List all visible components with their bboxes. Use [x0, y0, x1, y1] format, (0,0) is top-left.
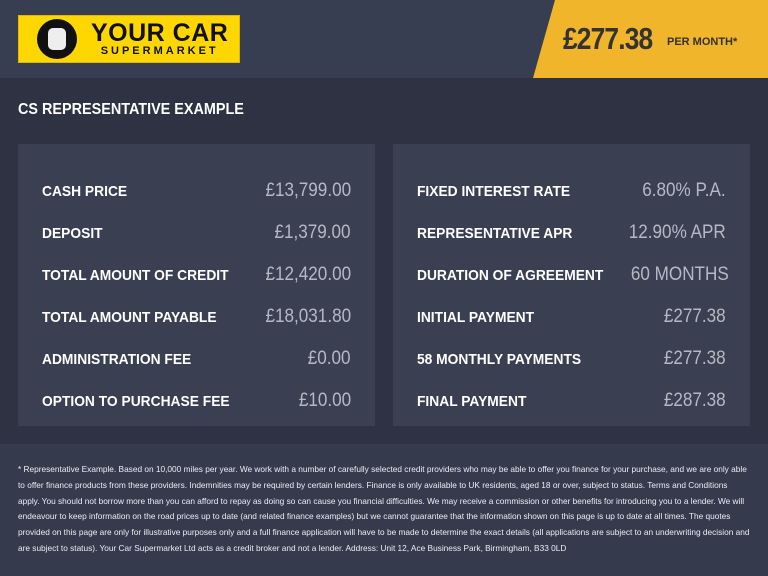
header: YOUR CAR SUPERMARKET £277.38 PER MONTH*	[0, 0, 768, 78]
finance-row: INITIAL PAYMENT £277.38	[417, 296, 726, 338]
finance-label: DEPOSIT	[42, 224, 103, 242]
finance-row: 58 MONTHLY PAYMENTS £277.38	[417, 338, 726, 380]
finance-value: £13,799.00	[265, 180, 351, 201]
finance-row: OPTION TO PURCHASE FEE £10.00	[42, 380, 351, 422]
finance-row: TOTAL AMOUNT PAYABLE £18,031.80	[42, 296, 351, 338]
finance-label: DURATION OF AGREEMENT	[417, 266, 604, 284]
logo[interactable]: YOUR CAR SUPERMARKET	[18, 15, 240, 63]
logo-line2: SUPERMARKET	[100, 45, 219, 57]
finance-row: DEPOSIT £1,379.00	[42, 212, 351, 254]
per-month-label: PER MONTH*	[667, 36, 738, 48]
monthly-price: £277.38	[563, 21, 653, 56]
finance-row: FIXED INTEREST RATE 6.80% P.A.	[417, 170, 726, 212]
disclaimer-text: * Representative Example. Based on 10,00…	[18, 464, 750, 553]
finance-row: REPRESENTATIVE APR 12.90% APR	[417, 212, 726, 254]
finance-row: DURATION OF AGREEMENT 60 MONTHS	[417, 254, 729, 296]
finance-label: TOTAL AMOUNT OF CREDIT	[42, 266, 229, 284]
finance-label: 58 MONTHLY PAYMENTS	[417, 350, 582, 368]
finance-label: FINAL PAYMENT	[417, 392, 527, 410]
finance-value: £10.00	[298, 390, 351, 411]
finance-value: £18,031.80	[265, 306, 351, 327]
finance-value: 12.90% APR	[629, 222, 726, 243]
finance-value: £0.00	[308, 348, 351, 369]
right-panel: FIXED INTEREST RATE 6.80% P.A. REPRESENTAT…	[393, 144, 750, 426]
finance-row: ADMINISTRATION FEE £0.00	[42, 338, 351, 380]
pointing-hand-icon	[37, 19, 77, 59]
finance-label: CASH PRICE	[42, 182, 128, 200]
finance-row: TOTAL AMOUNT OF CREDIT £12,420.00	[42, 254, 351, 296]
finance-row: CASH PRICE £13,799.00	[42, 170, 351, 212]
finance-value: £287.38	[664, 390, 726, 411]
finance-label: REPRESENTATIVE APR	[417, 224, 573, 242]
section-title: CS REPRESENTATIVE EXAMPLE	[18, 101, 244, 118]
monthly-price-banner: £277.38 PER MONTH*	[533, 0, 768, 78]
left-panel: CASH PRICE £13,799.00 DEPOSIT £1,379.00 TOTA…	[18, 144, 375, 426]
finance-row: FINAL PAYMENT £287.38	[417, 380, 726, 422]
finance-label: TOTAL AMOUNT PAYABLE	[42, 308, 217, 326]
logo-line1: YOUR CAR	[91, 19, 229, 47]
finance-value: 6.80% P.A.	[642, 180, 726, 201]
finance-value: £12,420.00	[265, 264, 351, 285]
finance-label: INITIAL PAYMENT	[417, 308, 535, 326]
finance-label: OPTION TO PURCHASE FEE	[42, 392, 230, 410]
footer: * Representative Example. Based on 10,00…	[0, 444, 768, 576]
finance-label: FIXED INTEREST RATE	[417, 182, 571, 200]
finance-value: £277.38	[664, 306, 726, 327]
finance-label: ADMINISTRATION FEE	[42, 350, 192, 368]
finance-value: £1,379.00	[274, 222, 351, 243]
finance-value: £277.38	[664, 348, 726, 369]
finance-value: 60 MONTHS	[630, 264, 729, 285]
